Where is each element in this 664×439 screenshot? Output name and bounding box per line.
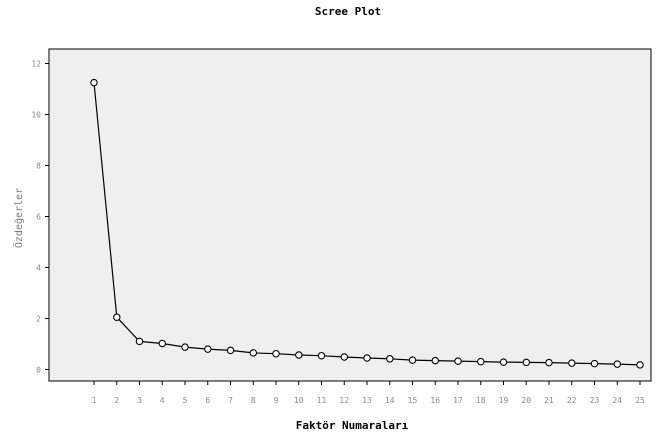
x-tick-label: 20 bbox=[521, 396, 531, 405]
x-tick-label: 23 bbox=[590, 396, 600, 405]
data-point bbox=[613, 360, 622, 368]
data-point bbox=[431, 356, 440, 365]
x-tick-label: 2 bbox=[114, 396, 119, 405]
data-point bbox=[568, 359, 576, 367]
x-tick-label: 18 bbox=[476, 396, 486, 405]
data-point bbox=[340, 353, 349, 361]
x-tick-label: 22 bbox=[567, 396, 577, 405]
x-tick-label: 14 bbox=[385, 396, 395, 405]
data-point bbox=[249, 349, 258, 357]
y-tick-label: 10 bbox=[31, 111, 41, 120]
x-tick-label: 9 bbox=[274, 396, 279, 405]
data-point bbox=[477, 357, 485, 366]
x-tick-label: 5 bbox=[183, 396, 188, 405]
plot-area bbox=[48, 48, 652, 382]
data-point bbox=[499, 358, 508, 366]
x-tick-label: 7 bbox=[228, 396, 233, 405]
x-tick-label: 16 bbox=[430, 396, 440, 405]
x-tick-label: 4 bbox=[160, 396, 165, 405]
data-point bbox=[158, 339, 167, 348]
x-tick-label: 25 bbox=[635, 396, 645, 405]
y-tick-label: 8 bbox=[36, 162, 41, 171]
x-tick-label: 10 bbox=[294, 396, 304, 405]
x-axis: 1 2 3 4 5 6 7 8 9 10 11 12 13 14 15 16 17 18 19 20 21 22 23 24 2… bbox=[92, 381, 645, 405]
x-tick-label: 24 bbox=[612, 396, 622, 405]
x-tick-label: 12 bbox=[339, 396, 349, 405]
data-point bbox=[204, 345, 212, 353]
x-tick-label: 15 bbox=[408, 396, 418, 405]
data-point bbox=[272, 349, 280, 358]
x-tick-label: 6 bbox=[205, 396, 210, 405]
y-tick-label: 6 bbox=[36, 213, 41, 222]
x-tick-label: 1 bbox=[92, 396, 97, 405]
data-point bbox=[636, 361, 644, 369]
x-tick-label: 17 bbox=[453, 396, 463, 405]
y-tick-label: 12 bbox=[31, 60, 41, 69]
data-point bbox=[590, 359, 599, 368]
y-axis-title: Özdeğerler bbox=[12, 188, 25, 248]
y-tick-label: 2 bbox=[36, 315, 41, 324]
x-tick-label: 19 bbox=[499, 396, 509, 405]
data-point bbox=[317, 351, 326, 360]
x-tick-label: 13 bbox=[362, 396, 372, 405]
data-point bbox=[90, 78, 98, 87]
data-point bbox=[226, 346, 235, 355]
data-point bbox=[295, 351, 303, 359]
data-point bbox=[545, 358, 553, 367]
data-point bbox=[135, 337, 144, 346]
data-point bbox=[454, 357, 462, 365]
data-point bbox=[408, 356, 417, 364]
y-tick-label: 0 bbox=[36, 366, 41, 375]
chart-title: Scree Plot bbox=[315, 5, 381, 18]
data-point bbox=[522, 358, 531, 367]
x-axis-title: Faktör Numaraları bbox=[296, 419, 409, 432]
x-tick-label: 8 bbox=[251, 396, 256, 405]
x-tick-label: 11 bbox=[317, 396, 327, 405]
data-point bbox=[113, 313, 121, 321]
y-tick-label: 4 bbox=[36, 264, 41, 273]
x-tick-label: 3 bbox=[137, 396, 142, 405]
series-layer bbox=[90, 78, 644, 369]
data-point bbox=[363, 354, 371, 362]
data-point bbox=[181, 343, 189, 351]
y-axis: 0 2 4 6 8 10 12 bbox=[31, 60, 49, 375]
x-tick-label: 21 bbox=[544, 396, 554, 405]
data-point bbox=[386, 355, 394, 363]
